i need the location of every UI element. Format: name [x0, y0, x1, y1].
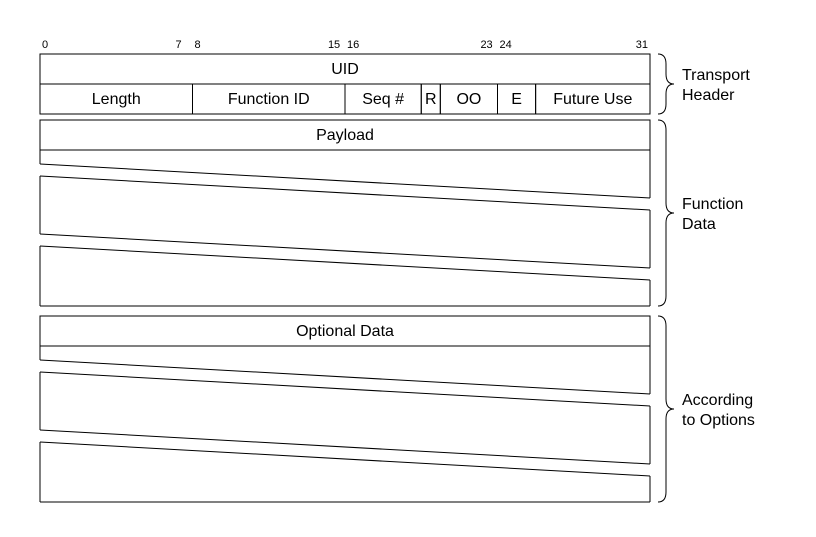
header-cell-label: UID [331, 61, 359, 78]
bit-label: 0 [42, 39, 48, 51]
brace-label: Function [682, 196, 743, 213]
brace [658, 316, 674, 502]
section-title: Payload [316, 127, 374, 144]
brace [658, 54, 674, 114]
bit-label: 8 [195, 39, 201, 51]
bit-label: 7 [175, 39, 181, 51]
bit-label: 24 [500, 39, 512, 51]
header-cell-label: Future Use [553, 91, 632, 108]
header-cell-label: R [425, 91, 437, 108]
bit-label: 23 [480, 39, 492, 51]
brace-label: Data [682, 216, 716, 233]
brace-label: Header [682, 87, 735, 104]
header-cell-label: Function ID [228, 91, 310, 108]
header-cell-label: Seq # [362, 91, 404, 108]
brace-label: to Options [682, 412, 755, 429]
bit-label: 31 [636, 39, 648, 51]
brace [658, 120, 674, 306]
brace-label: Transport [682, 67, 750, 84]
header-cell-label: Length [92, 91, 141, 108]
header-cell-label: E [511, 91, 522, 108]
header-cell-label: OO [456, 91, 481, 108]
bit-label: 15 [328, 39, 340, 51]
section-title: Optional Data [296, 323, 394, 340]
brace-label: According [682, 392, 753, 409]
bit-label: 16 [347, 39, 359, 51]
